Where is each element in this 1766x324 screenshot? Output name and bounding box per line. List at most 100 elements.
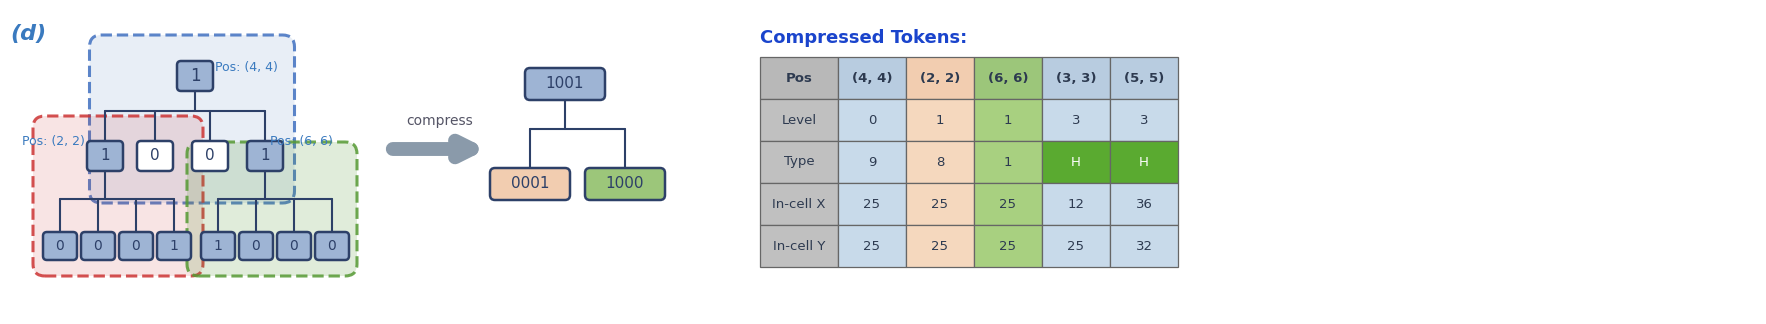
Bar [759,57,839,99]
Text: 25: 25 [864,198,881,211]
Bar [759,183,839,225]
Bar [906,57,975,99]
Text: 25: 25 [931,239,948,252]
Text: (5, 5): (5, 5) [1123,72,1164,85]
Bar [906,99,975,141]
FancyBboxPatch shape [187,142,357,276]
Bar [1111,225,1178,267]
Bar [1111,183,1178,225]
Bar [759,99,839,141]
Text: 1: 1 [170,239,178,253]
Bar [1042,57,1111,99]
Text: 25: 25 [1067,239,1084,252]
Text: In-cell X: In-cell X [772,198,826,211]
Text: Pos: (6, 6): Pos: (6, 6) [270,134,332,147]
Bar [975,57,1042,99]
FancyBboxPatch shape [525,68,606,100]
Text: 0: 0 [205,148,215,164]
Text: (3, 3): (3, 3) [1056,72,1097,85]
Text: 25: 25 [864,239,881,252]
FancyBboxPatch shape [277,232,311,260]
Text: 0: 0 [55,239,64,253]
FancyBboxPatch shape [34,116,203,276]
Text: Compressed Tokens:: Compressed Tokens: [759,29,968,47]
Text: Level: Level [781,113,816,126]
Text: 0: 0 [94,239,102,253]
Bar [906,141,975,183]
Text: 0: 0 [328,239,336,253]
Bar [839,99,906,141]
Text: 1: 1 [1003,113,1012,126]
FancyBboxPatch shape [118,232,154,260]
Bar [1111,141,1178,183]
Bar [1042,183,1111,225]
Text: H: H [1070,156,1081,168]
FancyBboxPatch shape [138,141,173,171]
FancyBboxPatch shape [201,232,235,260]
Text: 12: 12 [1067,198,1084,211]
Text: 0: 0 [132,239,140,253]
Text: 0: 0 [251,239,260,253]
Text: Pos: (2, 2): Pos: (2, 2) [21,134,85,147]
Bar [975,141,1042,183]
Text: Type: Type [784,156,814,168]
Text: 25: 25 [931,198,948,211]
Text: 25: 25 [1000,198,1017,211]
FancyBboxPatch shape [42,232,78,260]
FancyBboxPatch shape [314,232,350,260]
Bar [759,141,839,183]
Bar [839,183,906,225]
Text: (6, 6): (6, 6) [987,72,1028,85]
Text: 1: 1 [189,67,200,85]
Text: (d): (d) [11,24,46,44]
FancyBboxPatch shape [90,35,295,203]
Text: 0: 0 [867,113,876,126]
Bar [759,225,839,267]
Text: 0: 0 [290,239,298,253]
Text: H: H [1139,156,1150,168]
Bar [1042,225,1111,267]
Text: 1: 1 [214,239,223,253]
Text: Pos: (4, 4): Pos: (4, 4) [215,62,277,75]
Text: 1: 1 [260,148,270,164]
Text: (2, 2): (2, 2) [920,72,961,85]
Bar [839,225,906,267]
Bar [1111,57,1178,99]
Text: Pos: Pos [786,72,812,85]
FancyBboxPatch shape [192,141,228,171]
Bar [975,99,1042,141]
Text: In-cell Y: In-cell Y [774,239,825,252]
Bar [1042,99,1111,141]
Text: 1: 1 [1003,156,1012,168]
Text: 32: 32 [1136,239,1153,252]
Text: 1000: 1000 [606,177,645,191]
FancyBboxPatch shape [87,141,124,171]
Bar [1042,141,1111,183]
Text: 25: 25 [1000,239,1017,252]
Bar [839,141,906,183]
Text: 8: 8 [936,156,945,168]
FancyBboxPatch shape [81,232,115,260]
FancyBboxPatch shape [238,232,274,260]
Text: 1: 1 [936,113,945,126]
FancyBboxPatch shape [489,168,570,200]
FancyBboxPatch shape [177,61,214,91]
Bar [906,183,975,225]
Bar [1111,99,1178,141]
Text: 3: 3 [1072,113,1081,126]
Bar [975,183,1042,225]
Text: 0001: 0001 [510,177,549,191]
Text: 1001: 1001 [546,76,585,91]
FancyBboxPatch shape [247,141,283,171]
Text: (4, 4): (4, 4) [851,72,892,85]
Text: 3: 3 [1139,113,1148,126]
Bar [906,225,975,267]
Bar [839,57,906,99]
Text: 1: 1 [101,148,109,164]
Text: 36: 36 [1136,198,1153,211]
Bar [975,225,1042,267]
FancyBboxPatch shape [585,168,666,200]
Text: compress: compress [406,114,473,128]
Text: 9: 9 [867,156,876,168]
FancyBboxPatch shape [157,232,191,260]
